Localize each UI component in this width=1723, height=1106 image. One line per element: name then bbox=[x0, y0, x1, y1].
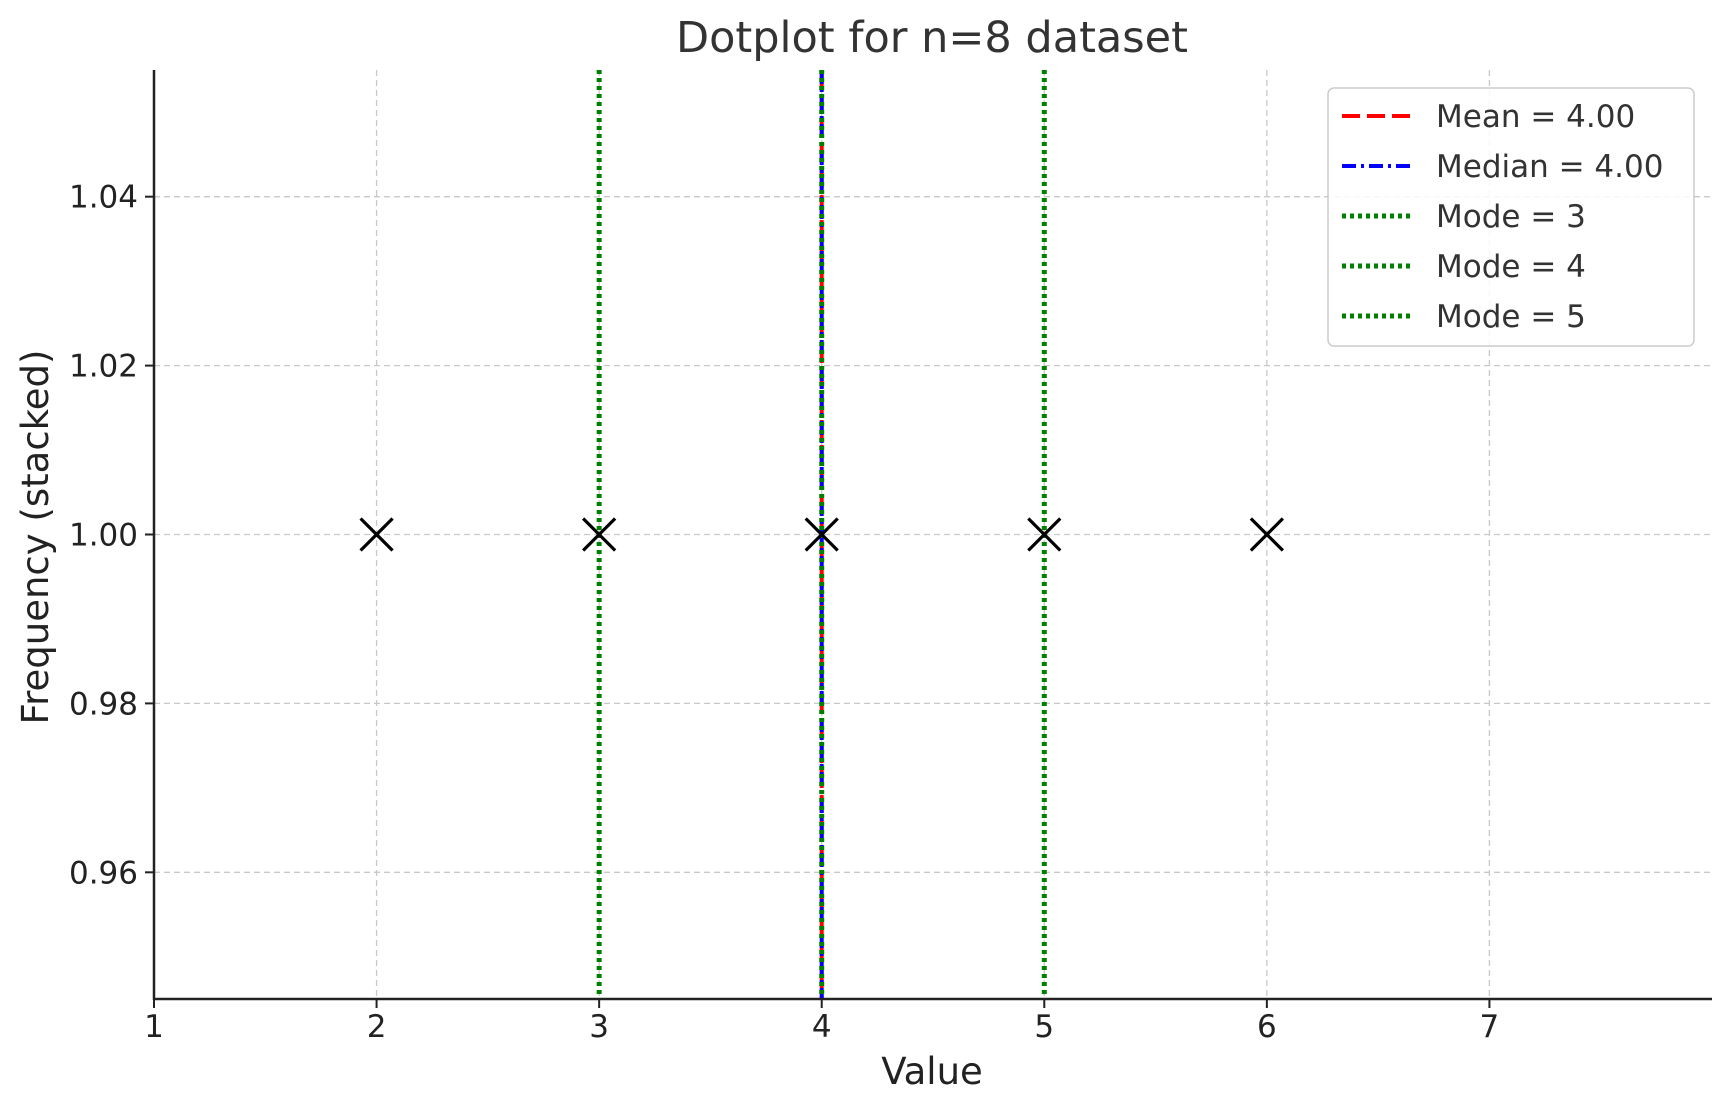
x-tick-label: 2 bbox=[367, 1009, 387, 1045]
chart-title: Dotplot for n=8 dataset bbox=[676, 13, 1188, 63]
y-axis-ticks: 0.96 0.98 1.00 1.02 1.04 bbox=[69, 180, 154, 891]
data-point bbox=[804, 517, 839, 552]
data-points bbox=[359, 517, 1284, 552]
legend-label: Mode = 3 bbox=[1436, 199, 1586, 235]
x-tick-label: 3 bbox=[589, 1009, 609, 1045]
legend-label: Mode = 5 bbox=[1436, 299, 1586, 335]
data-point bbox=[1249, 517, 1284, 552]
data-point bbox=[1027, 517, 1062, 552]
legend-label: Median = 4.00 bbox=[1436, 149, 1663, 185]
y-tick-label: 0.98 bbox=[69, 686, 138, 722]
x-tick-label: 1 bbox=[144, 1009, 164, 1045]
data-point bbox=[359, 517, 394, 552]
y-tick-label: 1.02 bbox=[69, 349, 138, 385]
x-axis-label: Value bbox=[881, 1050, 983, 1093]
y-axis-label: Frequency (stacked) bbox=[14, 350, 57, 725]
y-tick-label: 1.00 bbox=[69, 518, 138, 554]
x-tick-label: 6 bbox=[1257, 1009, 1277, 1045]
data-point bbox=[582, 517, 617, 552]
legend-label: Mode = 4 bbox=[1436, 249, 1586, 285]
x-tick-label: 7 bbox=[1480, 1009, 1500, 1045]
legend-box bbox=[1327, 87, 1695, 347]
x-tick-label: 5 bbox=[1034, 1009, 1054, 1045]
legend: Mean = 4.00 Median = 4.00 Mode = 3 Mode = 4… bbox=[1327, 87, 1695, 347]
x-tick-label: 4 bbox=[812, 1009, 832, 1045]
legend-label: Mean = 4.00 bbox=[1436, 99, 1635, 135]
y-tick-label: 0.96 bbox=[69, 855, 138, 891]
x-axis-ticks: 1 2 3 4 5 6 7 bbox=[144, 999, 1499, 1045]
y-tick-label: 1.04 bbox=[69, 180, 138, 216]
